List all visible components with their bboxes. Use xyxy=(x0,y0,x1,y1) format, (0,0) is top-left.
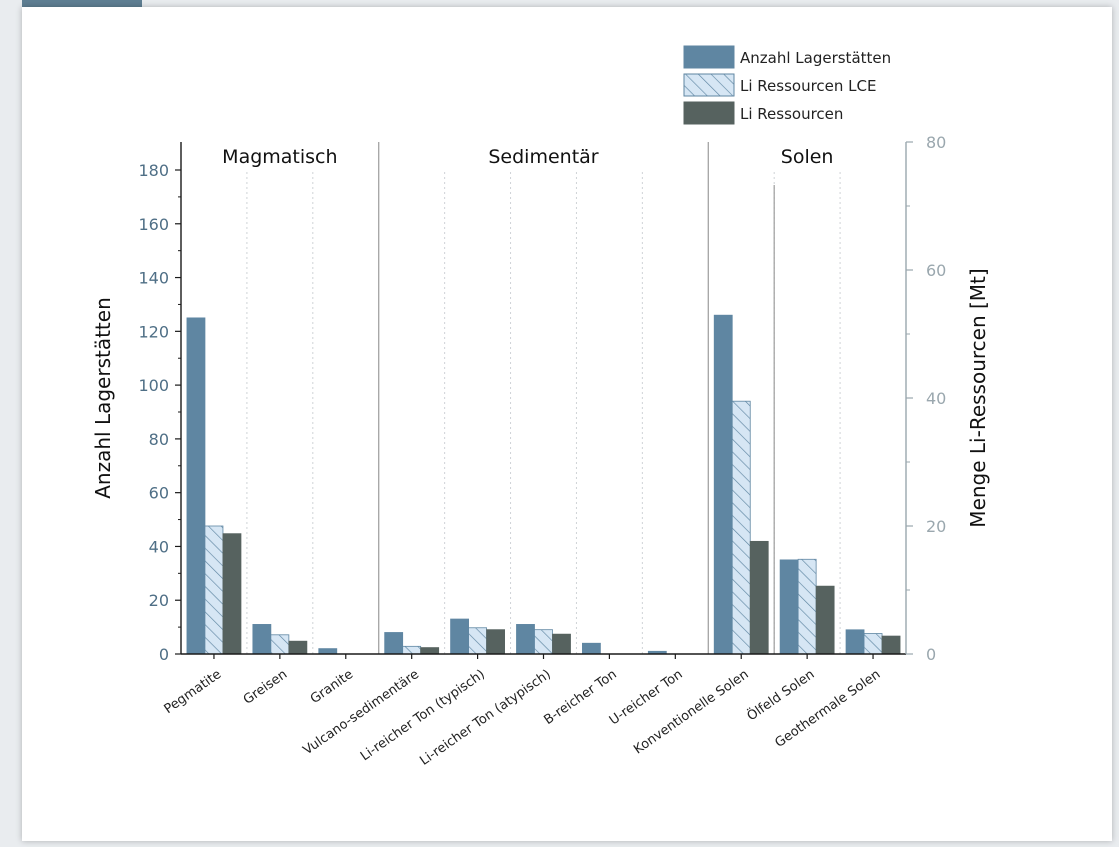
right-tick-label: 20 xyxy=(926,517,946,536)
bar-lce xyxy=(204,525,224,655)
x-tick-label: Vulcano-sedimentäre xyxy=(301,667,422,758)
window-tab xyxy=(22,0,142,7)
legend-label: Li Ressourcen LCE xyxy=(740,77,876,95)
group-title: Solen xyxy=(781,146,834,168)
left-tick-label: 20 xyxy=(149,591,169,610)
right-tick-label: 40 xyxy=(926,389,946,408)
bar-anzahl xyxy=(779,559,799,655)
bar-li xyxy=(222,533,242,655)
bar-anzahl xyxy=(450,618,469,655)
bar-li xyxy=(552,633,571,655)
left-tick-label: 80 xyxy=(149,430,169,449)
left-tick-label: 100 xyxy=(138,376,169,395)
bar-li xyxy=(420,647,440,655)
left-tick-label: 140 xyxy=(138,269,169,288)
bar-anzahl xyxy=(516,624,535,655)
bar-anzahl xyxy=(186,317,206,655)
x-tick-label: Pegmatite xyxy=(162,667,225,717)
bar-lce xyxy=(468,627,487,655)
x-tick-label: Geothermale Solen xyxy=(772,667,883,751)
bar-anzahl xyxy=(318,648,338,655)
legend-label: Li Ressourcen xyxy=(740,105,843,123)
right-tick-label: 80 xyxy=(926,133,946,152)
bar-li xyxy=(288,640,308,655)
bar-lce xyxy=(797,558,817,655)
left-tick-label: 60 xyxy=(149,484,169,503)
legend-label: Anzahl Lagerstätten xyxy=(740,49,891,67)
bar-anzahl xyxy=(384,632,404,655)
bar-anzahl xyxy=(713,314,733,655)
bar-li xyxy=(815,585,835,655)
bar-anzahl xyxy=(252,624,272,655)
right-tick-label: 0 xyxy=(926,645,936,664)
group-title: Magmatisch xyxy=(222,146,337,168)
left-tick-label: 120 xyxy=(138,322,169,341)
x-tick-label: Li-reicher Ton (typisch) xyxy=(358,667,488,764)
bar-lce xyxy=(863,633,883,655)
bar-lce xyxy=(270,634,290,655)
bar-anzahl xyxy=(845,629,865,655)
left-tick-label: 40 xyxy=(149,537,169,556)
bar-li xyxy=(881,635,901,655)
y2-axis-title: Menge Li-Ressourcen [Mt] xyxy=(966,268,990,527)
x-tick-label: Konventionelle Solen xyxy=(631,667,751,757)
left-tick-label: 180 xyxy=(138,161,169,180)
x-tick-label: Granite xyxy=(308,667,356,707)
left-tick-label: 160 xyxy=(138,215,169,234)
y-axis-title: Anzahl Lagerstätten xyxy=(91,297,115,499)
right-tick-label: 60 xyxy=(926,261,946,280)
group-title: Sedimentär xyxy=(488,146,598,168)
bar-anzahl xyxy=(582,642,601,655)
legend-swatch-lce xyxy=(683,73,735,97)
x-tick-label: Li-reicher Ton (atypisch) xyxy=(417,667,553,769)
bar-lce xyxy=(731,400,751,655)
left-tick-label: 0 xyxy=(159,645,169,664)
bar-li xyxy=(486,629,505,655)
bar-lce xyxy=(534,629,553,655)
bar-li xyxy=(749,540,769,655)
legend-swatch-anzahl xyxy=(683,45,735,69)
legend-swatch-li xyxy=(683,101,735,125)
x-tick-label: Greisen xyxy=(241,667,290,708)
bar-lce xyxy=(402,645,422,655)
